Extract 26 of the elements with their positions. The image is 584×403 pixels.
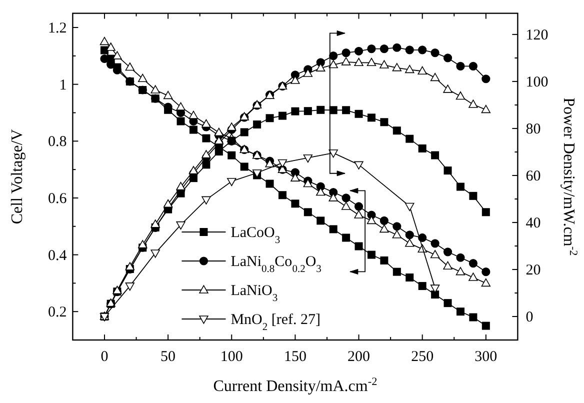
x-tick-label: 200: [348, 349, 370, 365]
y2-tick-label: 80: [526, 121, 541, 138]
y2-tick-label: 20: [526, 262, 541, 278]
x-tick-label: 250: [411, 349, 434, 365]
y2-tick-label: 100: [526, 74, 548, 90]
x-tick-label: 300: [474, 349, 498, 365]
legend-label: LaNiO$_{3}$: [230, 283, 278, 304]
y2-tick-label: 120: [526, 27, 548, 44]
y-tick-label: 0.4: [48, 248, 68, 264]
y-tick-label: 0.8: [48, 134, 67, 150]
y2-tick-label: 60: [526, 168, 541, 184]
y-axis-title: Cell Voltage/V: [9, 128, 26, 224]
legend-label: LaNi$_{0.8}$Co$_{0.2}$O$_{3}$: [230, 254, 322, 274]
legend-label: LaCoO$_{3}$: [230, 225, 280, 246]
x-tick-label: 150: [284, 349, 306, 365]
y2-tick-label: 0: [526, 309, 534, 326]
y-tick-label: 0.6: [48, 190, 68, 207]
x-tick-label: 50: [160, 349, 176, 365]
y-tick-label: 1.2: [48, 20, 67, 37]
x-axis-title: Current Density/mA.cm$^{-2}$: [213, 376, 378, 395]
legend-label: MnO$_{2}$ [ref. 27]: [230, 312, 321, 332]
x-tick-label: 0: [100, 349, 108, 365]
y-tick-label: 1: [59, 77, 67, 94]
y2-tick-label: 40: [526, 215, 541, 232]
y-tick-label: 0.2: [48, 304, 67, 321]
x-tick-label: 100: [220, 349, 243, 365]
